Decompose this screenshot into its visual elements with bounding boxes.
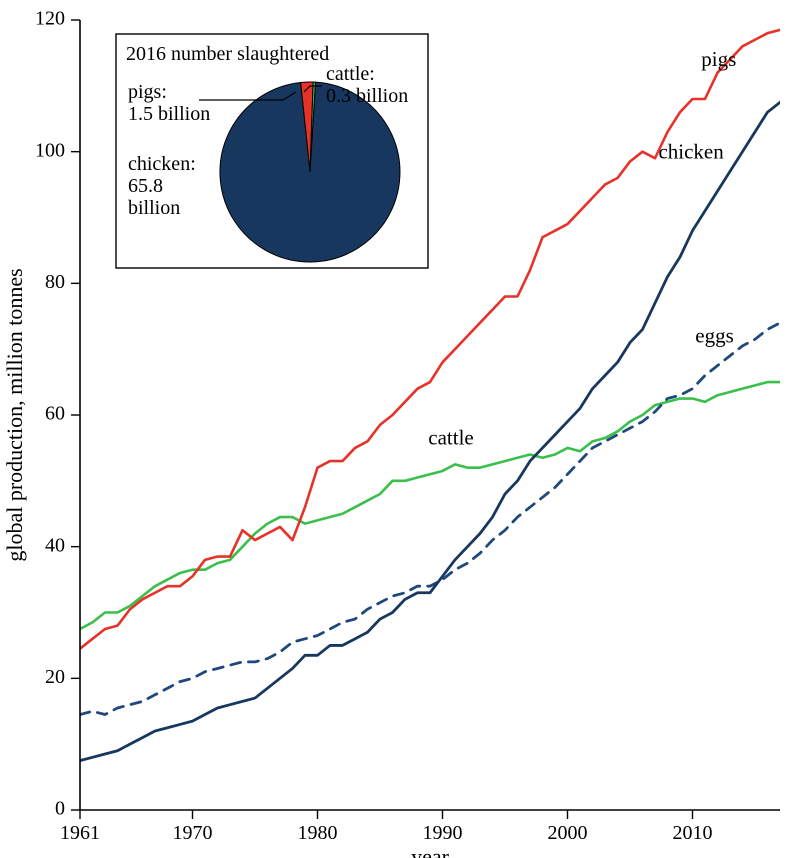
x-axis-label: year xyxy=(411,844,450,858)
cattle-label: cattle xyxy=(428,426,473,450)
inset-label-pigs_l1: pigs: xyxy=(128,81,167,103)
x-tick-label: 1990 xyxy=(423,822,463,844)
pigs-label: pigs xyxy=(701,47,736,71)
production-chart: pigs chicken eggs cattle 0 20 40 60 80 100 120 1961… xyxy=(0,0,800,858)
eggs-label: eggs xyxy=(695,324,734,348)
x-tick-label: 2000 xyxy=(548,822,588,844)
inset-panel: 2016 number slaughtered pigs:1.5 billion c… xyxy=(116,34,428,268)
y-tick-label: 60 xyxy=(45,403,65,425)
x-tick-label: 1980 xyxy=(298,822,338,844)
inset-label-chick_l1: chicken: xyxy=(128,153,196,175)
y-tick-label: 0 xyxy=(55,798,65,820)
chicken-label: chicken xyxy=(658,139,724,163)
inset-label-pigs_l2: 1.5 billion xyxy=(128,103,210,125)
y-tick-label: 80 xyxy=(45,271,65,293)
inset-title: 2016 number slaughtered xyxy=(126,43,329,65)
y-tick-label: 120 xyxy=(35,8,65,30)
inset-label-chick_l2: 65.8 xyxy=(128,175,163,197)
x-tick-label: 1970 xyxy=(173,822,213,844)
x-tick-label: 2010 xyxy=(673,822,713,844)
y-tick-label: 40 xyxy=(45,534,65,556)
inset-label-chick_l3: billion xyxy=(128,197,180,219)
inset-label-cattle_l2: 0.3 billion xyxy=(326,85,408,107)
y-tick-label: 100 xyxy=(35,139,65,161)
y-tick-label: 20 xyxy=(45,666,65,688)
x-tick-label: 1961 xyxy=(60,822,100,844)
y-axis-label: global production, million tonnes xyxy=(2,268,27,561)
inset-label-cattle_l1: cattle: xyxy=(326,63,375,85)
